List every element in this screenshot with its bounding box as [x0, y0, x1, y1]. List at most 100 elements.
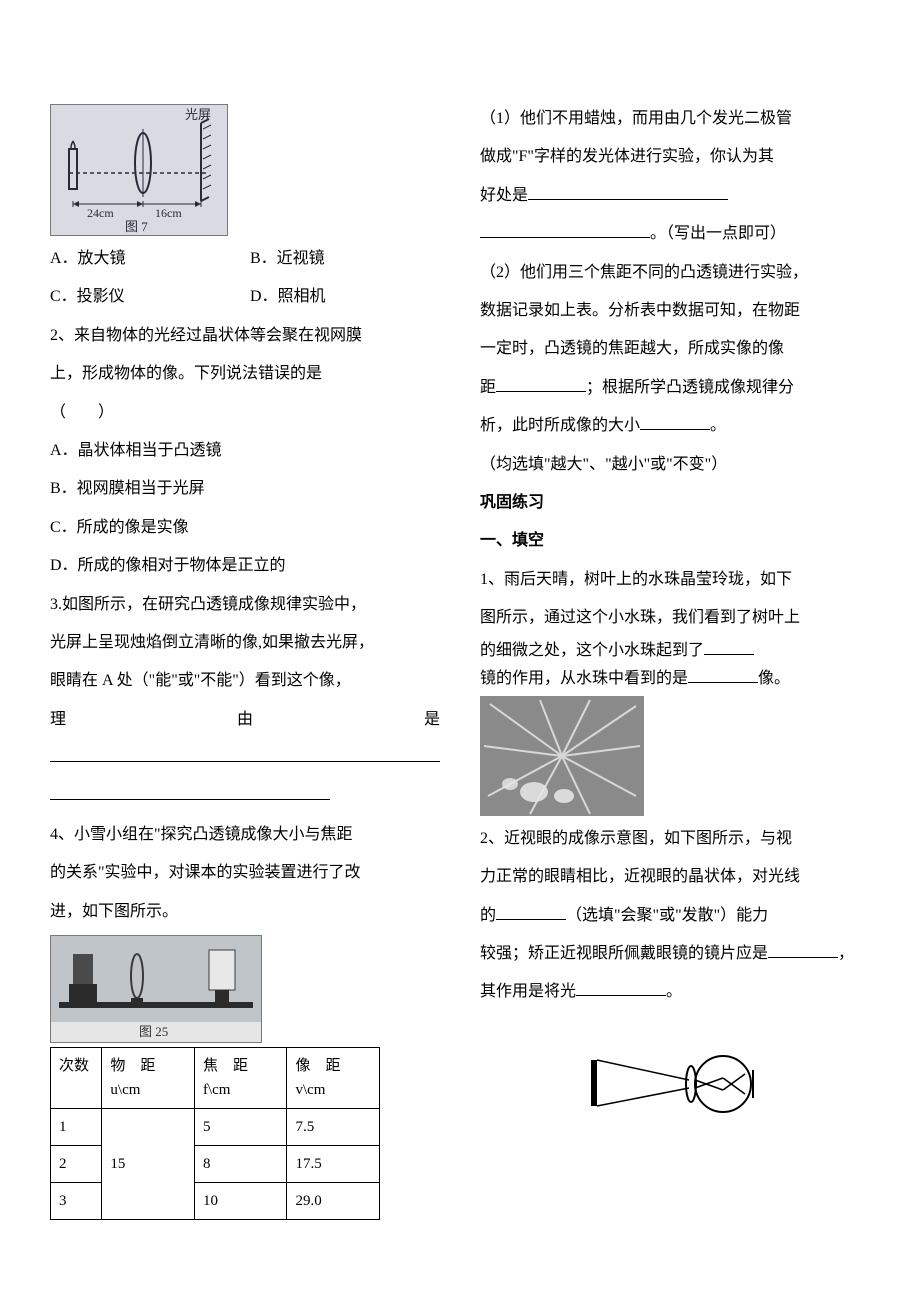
experiment-data-table: 次数 物 距 u\cm 焦 距 f\cm 像 距 v\cm 1 15 5 7.5… — [50, 1047, 380, 1220]
table-header-row: 次数 物 距 u\cm 焦 距 f\cm 像 距 v\cm — [51, 1048, 380, 1109]
p2-line2: 数据记录如上表。分析表中数据可知，在物距 — [480, 292, 870, 330]
r2-line4-a: 较强；矫正近视眼所佩戴眼镜的镜片应是 — [480, 945, 768, 962]
r1-line4: 镜的作用，从水珠中看到的是 像。 — [480, 665, 870, 692]
cell: 10 — [194, 1183, 287, 1220]
two-column-layout: 光屏 24cm 16cm 图 7 A．放大镜 B．近视镜 C．投影仪 D．照相机… — [50, 100, 870, 1220]
cell: 17.5 — [287, 1146, 380, 1183]
th-u: 物 距 u\cm — [102, 1048, 195, 1109]
table-row: 2 8 17.5 — [51, 1146, 380, 1183]
fill-blank[interactable] — [576, 980, 666, 996]
r2-line4-b: ， — [838, 945, 854, 962]
fig7-caption: 图 7 — [125, 219, 148, 234]
table-row: 1 15 5 7.5 — [51, 1109, 380, 1146]
cell: 7.5 — [287, 1109, 380, 1146]
r1-line2: 图所示，通过这个小水珠，我们看到了树叶上 — [480, 599, 870, 637]
r2-line5-b: 。 — [666, 983, 682, 1000]
r2-line5: 其作用是将光 。 — [480, 973, 870, 1011]
q2-stem-line1: 2、来自物体的光经过晶状体等会聚在视网膜 — [50, 317, 440, 355]
r2-line1: 2、近视眼的成像示意图，如下图所示，与视 — [480, 820, 870, 858]
r2-line3-a: 的 — [480, 907, 496, 924]
th-v: 像 距 v\cm — [287, 1048, 380, 1109]
figure-25: 图 25 — [50, 935, 262, 1043]
r2-line5-a: 其作用是将光 — [480, 983, 576, 1000]
q4-line3: 进，如下图所示。 — [50, 893, 440, 931]
fill-blank[interactable] — [496, 376, 586, 392]
q1-opt-a: A．放大镜 — [50, 240, 250, 278]
th-f: 焦 距 f\cm — [194, 1048, 287, 1109]
p2-line5: 析，此时所成像的大小 。 — [480, 407, 870, 445]
q3-line4: 理 由 是 — [50, 701, 440, 739]
r1-line4-a: 镜的作用，从水珠中看到的是 — [480, 670, 688, 687]
r1-line1: 1、雨后天晴，树叶上的水珠晶莹玲珑，如下 — [480, 561, 870, 599]
fig7-24cm-label: 24cm — [87, 206, 114, 220]
th-trial: 次数 — [51, 1048, 102, 1109]
q1-opt-b: B．近视镜 — [250, 240, 325, 278]
q2-opt-a: A．晶状体相当于凸透镜 — [50, 432, 440, 470]
q3-blank-line1 — [50, 739, 440, 777]
left-column: 光屏 24cm 16cm 图 7 A．放大镜 B．近视镜 C．投影仪 D．照相机… — [50, 100, 440, 1220]
cell-merged-u: 15 — [102, 1109, 195, 1220]
right-column: （1）他们不用蜡烛，而用由几个发光二极管 做成"F"字样的发光体进行实验，你认为… — [480, 100, 870, 1220]
q3-blank-line2 — [50, 777, 440, 815]
p2-line4: 距 ；根据所学凸透镜成像规律分 — [480, 369, 870, 407]
p2-line5-a: 析，此时所成像的大小 — [480, 417, 640, 434]
figure-leaf-droplet — [480, 696, 644, 816]
fill-blank[interactable] — [480, 222, 650, 238]
q1-opt-d: D．照相机 — [250, 278, 326, 316]
p2-line4-b: ；根据所学凸透镜成像规律分 — [586, 379, 794, 396]
p1-line4-text: 。（写出一点即可） — [650, 225, 786, 242]
heading-consolidation: 巩固练习 — [480, 484, 870, 522]
figure-eye-diagram — [480, 1040, 870, 1128]
p1-line3-text: 好处是 — [480, 187, 528, 204]
q3-line4-c: 是 — [424, 701, 440, 739]
fill-blank[interactable] — [704, 639, 754, 655]
fig25-caption: 图 25 — [139, 1024, 168, 1039]
q4-line1: 4、小雪小组在"探究凸透镜成像大小与焦距 — [50, 816, 440, 854]
p1-line3: 好处是 — [480, 177, 870, 215]
q3-line4-a: 理 — [50, 701, 66, 739]
q1-opt-c: C．投影仪 — [50, 278, 250, 316]
table-row: 3 10 29.0 — [51, 1183, 380, 1220]
p2-line4-a: 距 — [480, 379, 496, 396]
q1-options-row2: C．投影仪 D．照相机 — [50, 278, 440, 316]
q2-opt-b: B．视网膜相当于光屏 — [50, 470, 440, 508]
q2-stem-line2: 上，形成物体的像。下列说法错误的是 — [50, 355, 440, 393]
fill-blank[interactable] — [50, 784, 330, 800]
p2-line1: （2）他们用三个焦距不同的凸透镜进行实验， — [480, 254, 870, 292]
p2-line5-b: 。 — [710, 417, 726, 434]
q2-opt-c: C．所成的像是实像 — [50, 509, 440, 547]
cell: 3 — [51, 1183, 102, 1220]
fill-blank[interactable] — [688, 667, 758, 683]
r2-line4: 较强；矫正近视眼所佩戴眼镜的镜片应是 ， — [480, 935, 870, 973]
r2-line3: 的 （选填"会聚"或"发散"）能力 — [480, 897, 870, 935]
q3-line4-b: 由 — [237, 701, 253, 739]
r2-line3-b: （选填"会聚"或"发散"）能力 — [566, 907, 768, 924]
cell: 29.0 — [287, 1183, 380, 1220]
q2-opt-d: D．所成的像相对于物体是正立的 — [50, 547, 440, 585]
p1-line2: 做成"F"字样的发光体进行实验，你认为其 — [480, 138, 870, 176]
cell: 1 — [51, 1109, 102, 1146]
q3-line2: 光屏上呈现烛焰倒立清晰的像,如果撤去光屏， — [50, 624, 440, 662]
r1-line4-b: 像。 — [758, 670, 790, 687]
q3-line1: 3.如图所示，在研究凸透镜成像规律实验中， — [50, 586, 440, 624]
fill-blank[interactable] — [640, 414, 710, 430]
cell: 8 — [194, 1146, 287, 1183]
figure-7: 光屏 24cm 16cm 图 7 — [50, 104, 228, 236]
fill-blank[interactable] — [50, 746, 440, 762]
cell: 5 — [194, 1109, 287, 1146]
fill-blank[interactable] — [496, 904, 566, 920]
p2-line3: 一定时，凸透镜的焦距越大，所成实像的像 — [480, 330, 870, 368]
heading-fill-blank: 一、填空 — [480, 522, 870, 560]
p1-line1: （1）他们不用蜡烛，而用由几个发光二极管 — [480, 100, 870, 138]
fill-blank[interactable] — [768, 942, 838, 958]
cell: 2 — [51, 1146, 102, 1183]
fill-blank[interactable] — [528, 184, 728, 200]
q1-options-row1: A．放大镜 B．近视镜 — [50, 240, 440, 278]
p1-line4: 。（写出一点即可） — [480, 215, 870, 253]
r2-line2: 力正常的眼睛相比，近视眼的晶状体，对光线 — [480, 858, 870, 896]
q2-paren: （ ） — [50, 394, 440, 432]
fig7-screen-label: 光屏 — [185, 107, 211, 122]
r1-line3: 的细微之处，这个小水珠起到了 — [480, 637, 870, 664]
p2-line6: （均选填"越大"、"越小"或"不变"） — [480, 446, 870, 484]
q4-line2: 的关系"实验中，对课本的实验装置进行了改 — [50, 854, 440, 892]
